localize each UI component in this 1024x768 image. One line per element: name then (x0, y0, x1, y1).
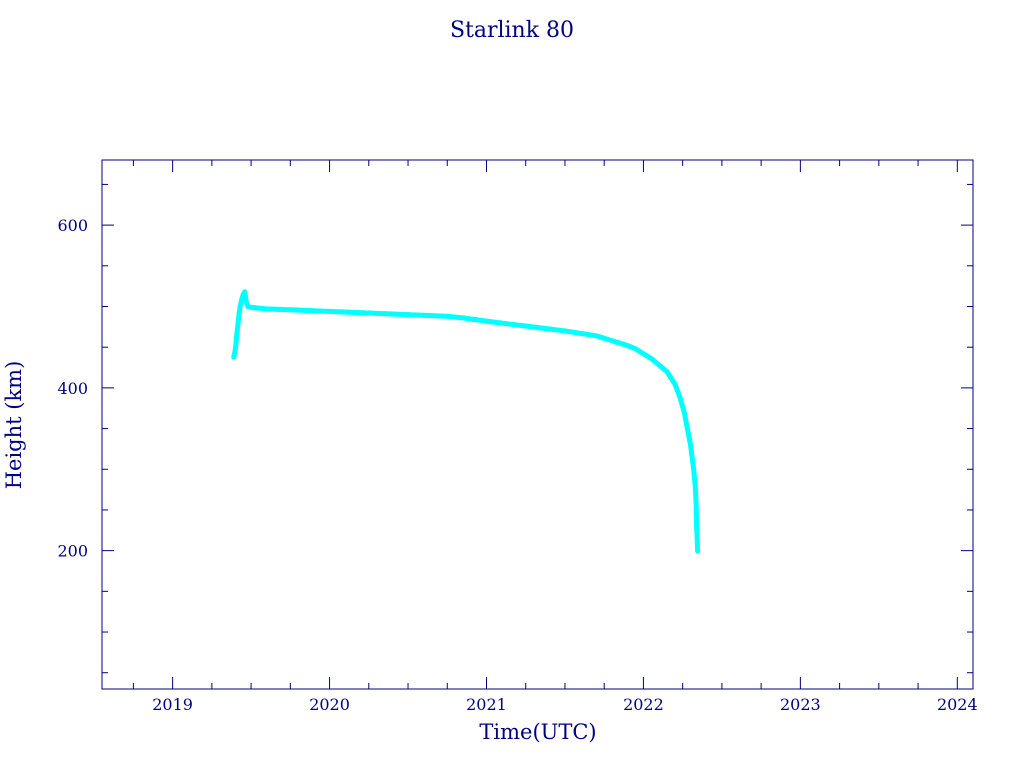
data-point-fill (591, 332, 597, 339)
data-point-fill (364, 310, 370, 316)
data-point-fill (607, 337, 613, 343)
data-point-fill (692, 480, 698, 487)
data-point-fill (235, 318, 241, 324)
series-line (233, 290, 699, 551)
data-point-fill (684, 423, 690, 430)
x-tick-label: 2024 (937, 695, 978, 714)
y-tick-label: 400 (57, 379, 88, 398)
data-point-fill (560, 328, 566, 334)
data-point-fill (237, 305, 243, 312)
y-tick-label: 200 (57, 542, 88, 561)
x-tick-label: 2019 (152, 695, 193, 714)
data-point-fill (689, 452, 695, 458)
x-tick-label: 2020 (309, 695, 350, 714)
axis-ticks: 2019 2020 2021 2022 2023 2024 200 400 600 (57, 160, 978, 714)
data-point-fill (442, 313, 448, 319)
data-point-fill (234, 332, 240, 338)
y-axis-label: Height (km) (2, 361, 26, 490)
data-point-fill (693, 501, 699, 507)
data-point-fill (692, 489, 699, 495)
data-point-fill (285, 307, 291, 313)
y-tick-label: 600 (57, 216, 88, 235)
data-point-fill (694, 531, 700, 537)
data-point-fill (623, 342, 629, 348)
data-point-fill (232, 348, 238, 354)
data-point-fill (681, 407, 687, 413)
x-axis-label: Time(UTC) (479, 720, 596, 744)
data-point-fill (693, 521, 700, 527)
data-point-fill (262, 306, 268, 312)
data-point-fill (521, 323, 527, 329)
chart-title: Starlink 80 (450, 18, 574, 43)
data-point-fill (690, 464, 696, 470)
data-point-fill (687, 440, 693, 446)
x-tick-label: 2021 (466, 695, 507, 714)
x-tick-label: 2022 (623, 695, 664, 714)
data-point-fill (324, 308, 331, 314)
data-point-fill (243, 297, 249, 303)
data-point-fill (694, 545, 701, 552)
data-point-fill (458, 315, 464, 321)
data-point-fill (691, 472, 697, 478)
data-point-fill (481, 318, 488, 324)
data-series (231, 289, 701, 554)
data-point-fill (238, 299, 244, 305)
plot-frame (101, 159, 974, 690)
data-point-fill (403, 311, 409, 318)
x-tick-label: 2023 (780, 695, 821, 714)
